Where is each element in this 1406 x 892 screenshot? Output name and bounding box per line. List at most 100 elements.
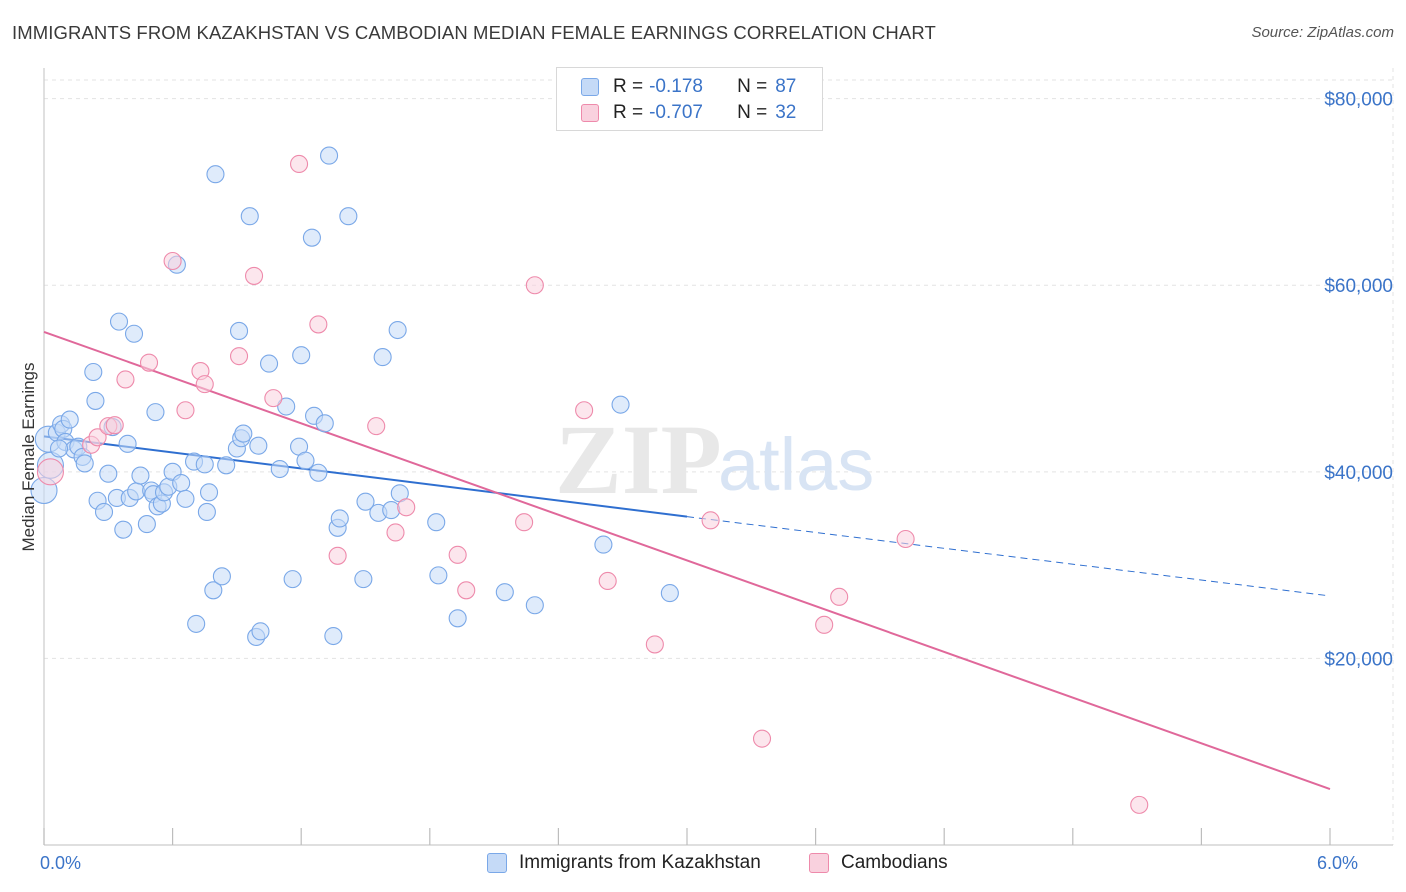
legend-row-kazakhstan: R = -0.178 N = 87: [581, 74, 796, 100]
series-legend-label-kazakhstan: Immigrants from Kazakhstan: [519, 852, 761, 873]
y-tick-label: $40,000: [1324, 463, 1393, 484]
point-cambodians: [525, 276, 544, 295]
legend-swatch-kazakhstan: [581, 78, 599, 96]
point-kazakhstan: [197, 502, 216, 521]
point-kazakhstan: [429, 566, 448, 585]
source-note: Source: ZipAtlas.com: [1251, 24, 1394, 41]
point-cambodians: [515, 513, 534, 532]
point-cambodians: [397, 498, 416, 517]
point-kazakhstan: [259, 354, 279, 373]
series-legend-kazakhstan: Immigrants from Kazakhstan: [487, 852, 761, 874]
point-cambodians: [229, 347, 249, 366]
point-kazakhstan: [109, 312, 129, 331]
point-cambodians: [701, 511, 720, 530]
point-kazakhstan: [296, 451, 315, 470]
point-kazakhstan: [86, 391, 105, 410]
point-kazakhstan: [448, 609, 467, 628]
point-cambodians: [645, 635, 664, 654]
point-kazakhstan: [75, 454, 94, 473]
series-legend-swatch-kazakhstan: [487, 853, 507, 873]
point-kazakhstan: [195, 455, 214, 474]
point-kazakhstan: [594, 535, 613, 554]
watermark-atlas: atlas: [718, 423, 874, 506]
point-kazakhstan: [146, 403, 165, 422]
point-kazakhstan: [60, 410, 79, 429]
point-kazakhstan: [309, 463, 328, 482]
point-kazakhstan: [373, 348, 392, 367]
point-cambodians: [264, 389, 283, 408]
legend-n-label: N =: [737, 76, 768, 97]
point-cambodians: [290, 154, 309, 174]
point-kazakhstan: [49, 439, 69, 458]
point-kazakhstan: [356, 492, 375, 511]
point-cambodians: [1130, 795, 1149, 814]
point-kazakhstan: [206, 165, 225, 184]
point-kazakhstan: [94, 502, 114, 521]
data-points: [30, 146, 1149, 814]
point-kazakhstan: [124, 324, 144, 343]
point-kazakhstan: [525, 596, 544, 615]
y-tick-label: $20,000: [1324, 649, 1393, 670]
point-cambodians: [176, 401, 195, 420]
series-legend: Immigrants from Kazakhstan Cambodians: [0, 852, 1406, 878]
point-kazakhstan: [330, 509, 349, 528]
point-cambodians: [386, 523, 405, 542]
point-cambodians: [830, 587, 849, 606]
point-kazakhstan: [99, 464, 118, 483]
axes: [43, 68, 1393, 846]
point-cambodians: [163, 251, 182, 271]
point-kazakhstan: [354, 570, 373, 589]
y-tick-label: $60,000: [1324, 276, 1393, 297]
chart-title: IMMIGRANTS FROM KAZAKHSTAN VS CAMBODIAN …: [12, 22, 936, 43]
point-cambodians: [457, 581, 476, 600]
legend-n-value: 32: [775, 102, 797, 123]
point-cambodians: [105, 416, 124, 435]
point-kazakhstan: [204, 581, 223, 600]
point-cambodians: [244, 266, 264, 285]
point-cambodians: [815, 615, 834, 634]
point-kazakhstan: [84, 362, 103, 382]
legend-n-label: N =: [737, 102, 768, 123]
x-tick-label: 0.0%: [40, 853, 81, 873]
point-kazakhstan: [320, 146, 339, 165]
point-kazakhstan: [292, 346, 311, 365]
point-kazakhstan: [251, 622, 270, 641]
point-cambodians: [328, 546, 347, 565]
legend-n-value: 87: [775, 76, 797, 97]
point-kazakhstan: [118, 434, 137, 453]
point-kazakhstan: [315, 414, 334, 433]
point-cambodians: [752, 729, 772, 748]
point-kazakhstan: [388, 320, 407, 340]
point-cambodians: [116, 370, 135, 389]
trend-line-cambodians: [43, 330, 1331, 790]
point-kazakhstan: [217, 456, 236, 475]
legend-r-label: R =: [613, 76, 644, 97]
point-cambodians: [36, 458, 64, 486]
point-kazakhstan: [212, 567, 231, 586]
point-kazakhstan: [302, 228, 321, 247]
legend-r-value: -0.707: [649, 102, 703, 123]
point-cambodians: [598, 571, 617, 591]
legend-r-label: R =: [613, 102, 644, 123]
point-cambodians: [139, 353, 159, 372]
point-kazakhstan: [249, 436, 268, 455]
legend-swatch-cambodians: [581, 104, 599, 122]
point-kazakhstan: [229, 321, 249, 341]
trend-line-kazakhstan-extension: [686, 516, 1331, 597]
point-kazakhstan: [611, 395, 630, 414]
point-cambodians: [575, 401, 594, 420]
trend-lines: [43, 330, 1331, 790]
point-kazakhstan: [270, 459, 289, 479]
point-kazakhstan: [660, 584, 679, 603]
point-kazakhstan: [277, 397, 296, 416]
tick-labels: $20,000 $40,000 $60,000 $80,000 0.0% 6.0%: [40, 90, 1393, 873]
y-axis-title: Median Female Earnings: [19, 363, 38, 552]
point-cambodians: [448, 545, 467, 564]
y-tick-label: $80,000: [1324, 90, 1393, 111]
point-kazakhstan: [382, 501, 401, 520]
watermark: ZIP atlas: [555, 404, 874, 515]
trend-line-kazakhstan: [43, 435, 688, 518]
correlation-legend: R = -0.178 N = 87 R = -0.707 N = 32: [556, 67, 823, 131]
point-cambodians: [367, 417, 386, 436]
point-cambodians: [896, 529, 915, 549]
